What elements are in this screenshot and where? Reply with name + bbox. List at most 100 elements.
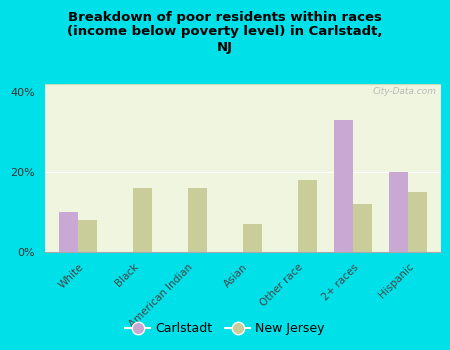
Bar (45, 84, 441, 86)
Bar (45, 84, 441, 86)
Bar (45, 85, 441, 86)
Bar (298, 180, 317, 252)
Bar (45, 84, 441, 86)
Bar (45, 84, 441, 86)
Bar (45, 85, 441, 87)
Bar (45, 85, 441, 87)
Bar (45, 85, 441, 87)
Bar (45, 85, 441, 87)
Bar (45, 84, 441, 86)
Bar (45, 85, 441, 87)
Bar (45, 85, 441, 86)
Bar (45, 85, 441, 86)
Text: City-Data.com: City-Data.com (373, 88, 437, 96)
Bar (45, 85, 441, 86)
Bar (45, 85, 441, 87)
Bar (45, 85, 441, 87)
Bar (334, 120, 353, 252)
Bar (133, 188, 152, 252)
Bar (45, 85, 441, 86)
Bar (45, 85, 441, 86)
Bar (45, 85, 441, 87)
Bar (45, 85, 441, 87)
Bar (243, 224, 262, 252)
Bar (45, 85, 441, 87)
Bar (45, 85, 441, 86)
Bar (45, 86, 441, 87)
Bar (45, 84, 441, 86)
Bar (45, 84, 441, 86)
Bar (45, 85, 441, 86)
Bar (59, 212, 78, 252)
Bar (45, 84, 441, 86)
Bar (45, 85, 441, 87)
Bar (45, 84, 441, 86)
Bar (45, 85, 441, 86)
Bar (45, 85, 441, 87)
Bar (45, 85, 441, 87)
Bar (45, 85, 441, 86)
Bar (45, 84, 441, 86)
Bar (45, 84, 441, 86)
Bar (45, 85, 441, 87)
Bar (45, 85, 441, 86)
Bar (45, 84, 441, 86)
Bar (45, 85, 441, 87)
Bar (45, 85, 441, 86)
Bar (45, 84, 441, 86)
Bar (45, 85, 441, 87)
Bar (45, 84, 441, 86)
Bar (45, 85, 441, 87)
Bar (45, 85, 441, 87)
Bar (45, 86, 441, 87)
Bar (45, 85, 441, 87)
Bar (45, 85, 441, 86)
Bar (45, 85, 441, 87)
Bar (45, 86, 441, 88)
Bar (45, 84, 441, 86)
Bar (353, 204, 372, 252)
Bar (45, 85, 441, 87)
Bar (45, 85, 441, 86)
Bar (45, 85, 441, 87)
Bar (45, 85, 441, 87)
Bar (45, 85, 441, 87)
Bar (45, 84, 441, 86)
Bar (45, 84, 441, 86)
Bar (45, 84, 441, 86)
Bar (45, 84, 441, 86)
Bar (45, 84, 441, 86)
Bar (45, 84, 441, 86)
Bar (45, 84, 441, 86)
Bar (45, 86, 441, 87)
Bar (45, 84, 441, 86)
Bar (45, 84, 441, 86)
Bar (45, 84, 441, 86)
Bar (45, 85, 441, 87)
Bar (45, 85, 441, 87)
Bar (45, 85, 441, 86)
Bar (45, 85, 441, 87)
Bar (45, 85, 441, 87)
Bar (45, 84, 441, 86)
Bar (45, 85, 441, 87)
Bar (188, 188, 207, 252)
Bar (45, 85, 441, 86)
Bar (45, 85, 441, 86)
Bar (45, 84, 441, 86)
Bar (45, 84, 441, 86)
Bar (45, 85, 441, 87)
Bar (45, 85, 441, 87)
Bar (389, 172, 408, 252)
Bar (78, 220, 97, 252)
Bar (45, 86, 441, 88)
Bar (45, 85, 441, 86)
Bar (408, 192, 427, 252)
Bar (45, 85, 441, 86)
Bar (45, 85, 441, 87)
Bar (45, 84, 441, 86)
Bar (45, 85, 441, 86)
Bar (45, 86, 441, 87)
Bar (45, 85, 441, 87)
Bar (45, 84, 441, 86)
